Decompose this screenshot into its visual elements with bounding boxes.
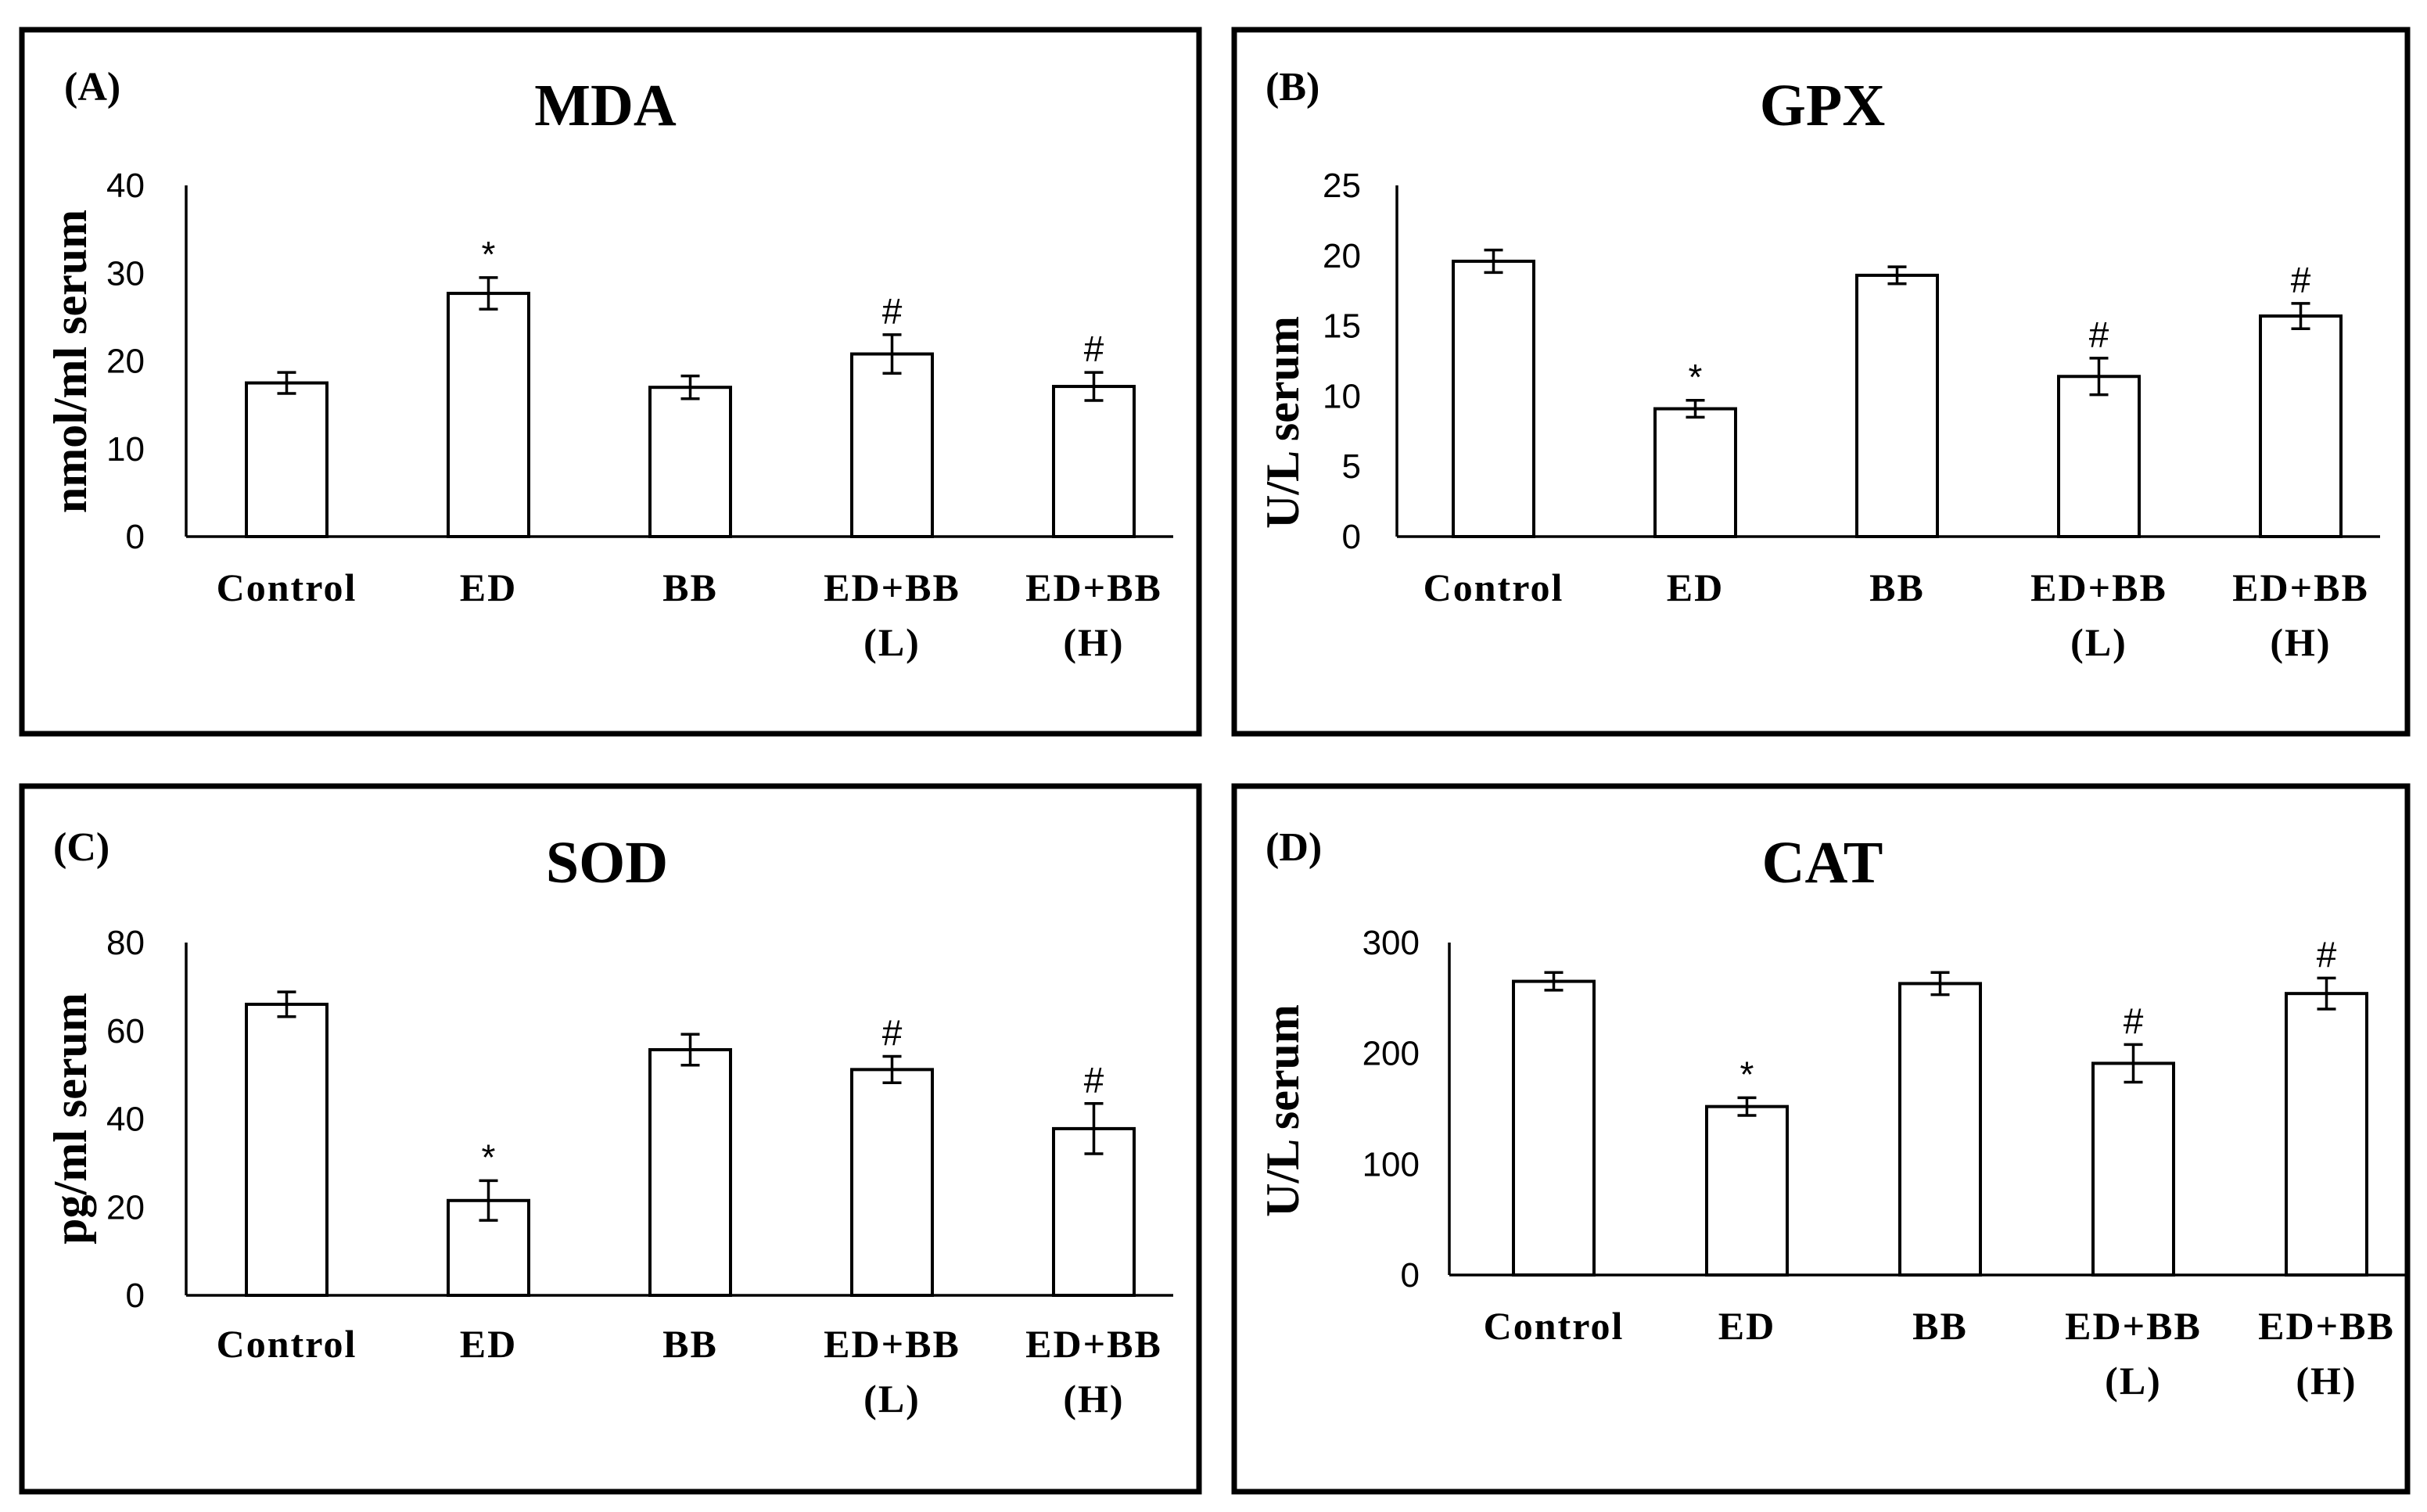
bar [245,381,329,538]
bar [1855,273,1939,538]
x-tick-label-line2: (H) [1063,1377,1124,1420]
x-tick-label: ED [460,1322,517,1366]
bar [648,1047,732,1297]
significance-star: * [482,234,496,275]
bar [2057,375,2141,539]
panel-title: GPX [1760,73,1885,138]
y-tick-label: 20 [1323,237,1361,275]
x-tick-label: BB [1912,1304,1968,1348]
x-tick-label-line2: (H) [2296,1359,2357,1402]
x-tick-label: ED+BB [824,566,960,609]
x-tick-label: ED [460,566,517,609]
panel-title: CAT [1762,830,1883,896]
bar [2285,992,2368,1277]
panel-frame [19,27,1202,737]
x-tick-label: BB [1869,566,1925,609]
x-tick-label: Control [217,566,357,609]
x-tick-label: Control [217,1322,357,1366]
x-tick-label-line2: (L) [863,1377,921,1420]
bar [1653,407,1737,539]
significance-hash: # [2317,934,2337,975]
x-tick-label: BB [662,1322,718,1366]
y-tick-label: 25 [1323,167,1361,205]
y-tick-label: 0 [126,518,145,556]
y-tick-label: 0 [1401,1256,1420,1295]
bar [447,292,530,538]
y-tick-label: 20 [106,1188,145,1226]
x-tick-label: ED+BB [1025,566,1162,609]
y-tick-label: 10 [1323,377,1361,415]
panel-frame [19,783,1202,1495]
bar [2259,314,2343,538]
significance-star: * [1689,357,1703,397]
panel-frame [1231,27,2411,737]
significance-hash: # [2124,1000,2144,1041]
x-tick-label-line2: (L) [863,620,921,664]
panel-sod: (C) SOD pg/ml serum 0 20 40 60 80 Control * ED BB # E… [19,783,1202,1495]
y-tick-label: 0 [126,1277,145,1315]
significance-hash: # [1084,329,1104,369]
x-tick-label: ED+BB [824,1322,960,1366]
panel-letter: (A) [64,65,120,110]
x-tick-label-line2: (L) [2105,1359,2162,1402]
panel-title: SOD [546,830,668,896]
x-tick-label: Control [1484,1304,1625,1348]
y-tick-label: 0 [1342,518,1361,556]
bar [1898,982,1982,1277]
y-tick-label: 40 [106,1101,145,1139]
significance-hash: # [2089,314,2109,355]
significance-star: * [1740,1054,1754,1094]
bar [850,1068,934,1297]
panel-cat: (D) CAT U/L serum 0 100 200 300 Control * ED BB # ED… [1231,783,2411,1495]
x-tick-label: ED+BB [1025,1322,1162,1366]
bar [2091,1061,2175,1277]
x-tick-label: ED+BB [2065,1304,2202,1348]
bar [1452,259,1535,538]
x-tick-label: ED+BB [2030,566,2167,609]
bar [850,352,934,538]
bar [1705,1104,1789,1277]
x-tick-label: BB [662,566,718,609]
panel-letter: (D) [1266,825,1322,870]
significance-hash: # [882,1012,903,1053]
significance-hash: # [1084,1060,1104,1101]
y-axis-label: U/L serum [1257,316,1309,529]
y-tick-label: 40 [106,167,145,205]
panel-title: MDA [534,73,677,138]
significance-hash: # [2291,260,2311,300]
bar [1052,385,1136,538]
y-tick-label: 80 [106,924,145,962]
bar [245,1002,329,1298]
x-tick-label: Control [1424,566,1564,609]
y-axis-label: pg/ml serum [45,993,96,1244]
x-tick-label: ED [1667,566,1724,609]
y-tick-label: 5 [1342,447,1361,486]
y-tick-label: 20 [106,343,145,381]
y-tick-label: 30 [106,254,145,293]
y-tick-label: 300 [1362,924,1420,962]
y-tick-label: 10 [106,430,145,469]
significance-hash: # [882,291,903,332]
panel-mda: (A) MDA nmol/ml serum 0 10 20 30 40 Control * ED BB… [19,27,1202,737]
y-tick-label: 60 [106,1012,145,1050]
y-tick-label: 100 [1362,1145,1420,1183]
y-axis-label: nmol/ml serum [45,210,96,513]
panel-gpx: (B) GPX U/L serum 0 5 10 15 20 25 Control * ED BB # ED… [1231,27,2411,737]
panel-letter: (C) [53,825,110,870]
significance-star: * [482,1137,496,1177]
x-tick-label-line2: (H) [2270,620,2331,664]
y-axis-label: U/L serum [1257,1004,1309,1217]
x-tick-label-line2: (H) [1063,620,1124,664]
x-tick-label-line2: (L) [2070,620,2127,664]
bar [1512,979,1596,1277]
y-tick-label: 200 [1362,1035,1420,1073]
x-tick-label: ED+BB [2258,1304,2395,1348]
panel-frame [1231,783,2411,1495]
y-tick-label: 15 [1323,307,1361,346]
panel-letter: (B) [1266,65,1319,110]
bar [648,386,732,538]
x-tick-label: ED+BB [2232,566,2369,609]
x-tick-label: ED [1718,1304,1775,1348]
